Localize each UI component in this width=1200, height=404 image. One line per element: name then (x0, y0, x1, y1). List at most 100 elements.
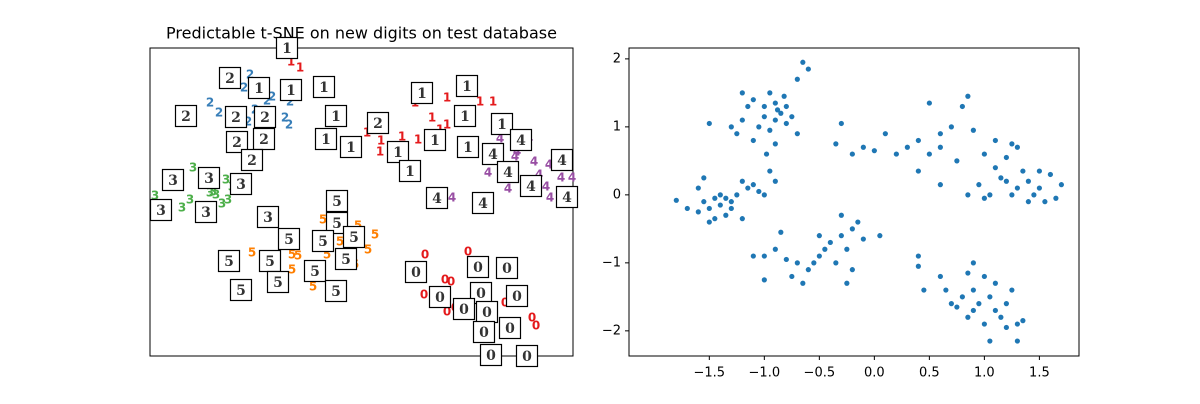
digit-thumbnail (471, 191, 495, 215)
point (739, 216, 745, 222)
digit-thumbnail (386, 140, 410, 164)
thumbnail-digit: 5 (236, 283, 246, 299)
point (915, 263, 921, 269)
point (794, 76, 800, 82)
digit-thumbnail (515, 344, 539, 368)
digit-label: 1 (398, 130, 406, 144)
point (1014, 144, 1020, 150)
point (783, 256, 789, 263)
point (706, 219, 712, 225)
digit-label: 2 (281, 111, 289, 125)
point (761, 277, 767, 283)
digit-label: 1 (376, 145, 384, 159)
thumbnail-digit: 1 (282, 41, 292, 57)
digit-label: 2 (206, 96, 214, 110)
thumbnail-digit: 5 (332, 194, 342, 210)
thumbnail-digit: 3 (201, 205, 211, 221)
point (1036, 185, 1042, 191)
point (1009, 192, 1015, 198)
point (833, 141, 839, 147)
digit-label: 0 (420, 288, 428, 302)
thumbnail-digit: 1 (462, 79, 472, 95)
digit-label: 3 (178, 201, 186, 215)
point (800, 59, 806, 65)
digit-thumbnail (225, 130, 249, 154)
point (981, 151, 987, 157)
y-tick-label: 2 (613, 51, 621, 66)
digit-thumbnail (149, 198, 173, 222)
thumbnail-digit: 2 (225, 71, 235, 87)
point (717, 202, 723, 208)
thumbnail-digit: 2 (259, 132, 269, 148)
point (750, 253, 756, 259)
digit-thumbnail (253, 105, 277, 129)
thumbnail-digit: 5 (341, 252, 351, 268)
digit-thumbnail (410, 81, 434, 105)
point (937, 273, 943, 280)
digit-thumbnail (325, 189, 349, 213)
point (976, 182, 982, 188)
point (723, 212, 729, 218)
digit-label: 3 (224, 193, 232, 207)
point (877, 233, 883, 239)
thumbnail-digit: 5 (265, 254, 275, 270)
point (992, 307, 998, 314)
point (800, 280, 806, 286)
point (728, 205, 734, 212)
point (712, 216, 718, 222)
digit-thumbnail (555, 185, 579, 209)
digit-thumbnail (509, 128, 533, 152)
point (860, 144, 866, 150)
digit-label: 4 (545, 158, 553, 172)
point (717, 192, 723, 198)
thumbnail-digit: 0 (502, 261, 512, 277)
point (794, 131, 800, 137)
point (745, 103, 751, 110)
digit-label: 2 (263, 94, 271, 108)
digit-label: 1 (296, 61, 304, 75)
thumbnail-digit: 2 (231, 110, 241, 126)
point (684, 205, 690, 212)
point (750, 137, 756, 144)
point (844, 280, 850, 286)
digit-thumbnail (339, 135, 363, 159)
digit-label: 3 (209, 185, 217, 199)
thumbnail-digit: 4 (562, 190, 572, 206)
point (926, 151, 932, 157)
point (838, 212, 844, 218)
point (849, 151, 855, 157)
digit-thumbnail (218, 66, 242, 90)
digit-thumbnail (398, 159, 422, 183)
point (1031, 192, 1037, 198)
digit-label: 3 (189, 161, 197, 175)
point (772, 100, 778, 106)
point (772, 246, 778, 252)
digit-thumbnail (303, 259, 327, 283)
digit-label: 1 (476, 95, 484, 109)
point (1042, 199, 1048, 205)
thumbnail-digit: 5 (332, 216, 342, 232)
thumbnail-digit: 1 (460, 109, 470, 125)
point (965, 93, 971, 99)
digit-thumbnail (247, 76, 271, 100)
digit-thumbnail (229, 278, 253, 302)
point (849, 267, 855, 273)
digit-label: 2 (244, 115, 252, 129)
digit-label: 5 (371, 228, 379, 242)
x-tick-label: −1.5 (694, 366, 726, 381)
digit-label: 3 (218, 197, 226, 211)
point (1009, 141, 1015, 147)
thumbnail-digit: 4 (432, 191, 442, 207)
digit-thumbnail (266, 270, 290, 294)
thumbnail-digit: 2 (247, 153, 257, 169)
point (1025, 199, 1031, 205)
digit-label: 3 (212, 188, 220, 202)
thumbnail-digit: 1 (430, 133, 440, 149)
point (981, 195, 987, 201)
digit-thumbnail (161, 168, 185, 192)
thumbnail-digit: 3 (236, 177, 246, 193)
point (849, 226, 855, 232)
point (706, 205, 712, 212)
thumbnail-digit: 1 (319, 80, 329, 96)
point (992, 280, 998, 286)
